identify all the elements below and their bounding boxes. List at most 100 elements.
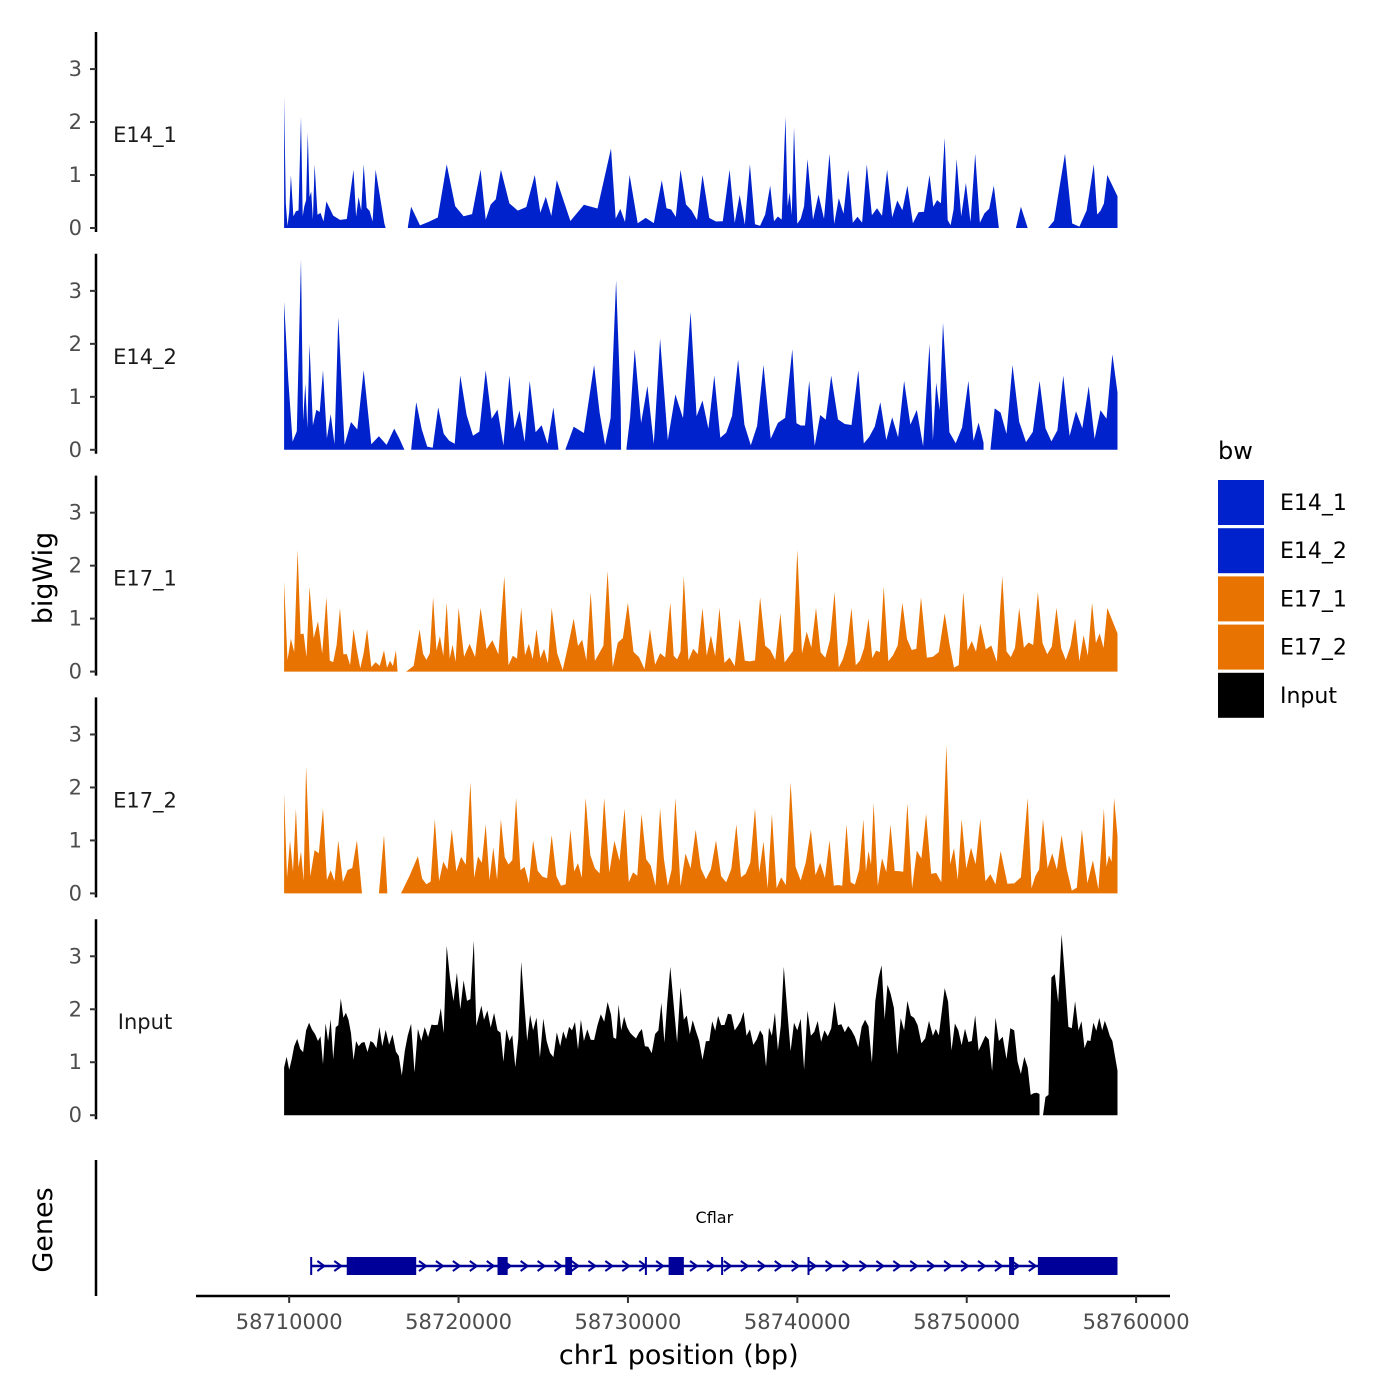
- gene-strand-chevron: [960, 1260, 970, 1272]
- x-tick-label: 58720000: [405, 1310, 512, 1334]
- genes-track-title: Genes: [28, 1187, 59, 1272]
- gene-strand-chevron: [570, 1260, 581, 1272]
- gene-exon: [668, 1257, 684, 1275]
- gene-exon: [807, 1257, 810, 1275]
- gene-strand-chevron: [655, 1260, 665, 1272]
- x-axis-title: chr1 position (bp): [559, 1340, 799, 1371]
- gene-strand-chevron: [858, 1260, 869, 1272]
- y-tick-label: 3: [69, 501, 82, 525]
- track-label-input: Input: [118, 1010, 172, 1034]
- y-tick-label: 0: [69, 438, 82, 462]
- legend-key-e17_2: [1218, 624, 1264, 670]
- legend-label-input: Input: [1280, 684, 1337, 709]
- gene-strand-chevron: [757, 1260, 767, 1272]
- gene-strand-chevron: [808, 1260, 818, 1272]
- gene-strand-chevron: [1011, 1260, 1021, 1272]
- gene-strand-chevron: [536, 1260, 547, 1272]
- track-label-e17_1: E17_1: [113, 567, 177, 592]
- y-tick-label: 3: [69, 722, 82, 746]
- gene-strand-chevron: [943, 1260, 953, 1272]
- legend-key-input: [1218, 672, 1264, 718]
- x-tick-label: 58740000: [744, 1310, 851, 1334]
- y-tick-label: 2: [69, 332, 82, 356]
- y-axis-title: bigWig: [28, 532, 59, 625]
- coverage-gap: [397, 475, 407, 673]
- coverage-area-e17_1: [284, 549, 1118, 672]
- gene-strand-chevron: [486, 1260, 496, 1272]
- coverage-gap: [1039, 919, 1043, 1117]
- gene-strand-chevron: [1028, 1260, 1038, 1272]
- y-tick-label: 3: [69, 279, 82, 303]
- x-tick-label: 58760000: [1083, 1310, 1190, 1334]
- gene-strand-chevron: [333, 1260, 344, 1272]
- y-tick-label: 0: [69, 1103, 82, 1127]
- gene-exon: [644, 1257, 647, 1275]
- gene-strand-chevron: [469, 1260, 479, 1272]
- gene-strand-chevron: [621, 1260, 631, 1272]
- y-tick-label: 1: [69, 385, 82, 409]
- gene-exon: [353, 1257, 417, 1275]
- legend-key-e14_2: [1218, 528, 1264, 574]
- gene-exon: [565, 1257, 573, 1275]
- gene-strand-chevron: [841, 1260, 852, 1272]
- gene-strand-chevron: [824, 1260, 835, 1272]
- coverage-area-e14_1: [284, 95, 1118, 228]
- gene-strand-chevron: [520, 1260, 530, 1272]
- coverage-gap: [1027, 32, 1049, 229]
- gene-strand-chevron: [316, 1260, 327, 1272]
- gene-strand-chevron: [774, 1260, 784, 1272]
- track-label-e17_2: E17_2: [113, 788, 177, 813]
- y-tick-label: 1: [69, 607, 82, 631]
- gene-name-label: Cflar: [696, 1208, 734, 1227]
- y-tick-label: 0: [69, 216, 82, 240]
- coverage-area-e14_2: [284, 259, 1118, 450]
- y-tick-label: 2: [69, 775, 82, 799]
- gene-strand-chevron: [587, 1260, 598, 1272]
- y-tick-label: 0: [69, 660, 82, 684]
- gene-strand-chevron: [604, 1260, 615, 1272]
- gene-strand-chevron: [723, 1260, 733, 1272]
- track-label-e14_2: E14_2: [113, 345, 177, 370]
- x-tick-label: 58750000: [913, 1310, 1020, 1334]
- coverage-area-input: [284, 934, 1118, 1116]
- coverage-gap: [558, 253, 566, 451]
- gene-strand-chevron: [994, 1260, 1004, 1272]
- y-tick-label: 3: [69, 944, 82, 968]
- coverage-gap: [387, 697, 401, 895]
- coverage-gap: [983, 253, 991, 451]
- gene-strand-chevron: [435, 1260, 445, 1272]
- gene-strand-chevron: [977, 1260, 987, 1272]
- y-tick-label: 2: [69, 997, 82, 1021]
- y-tick-label: 1: [69, 163, 82, 187]
- gene-strand-chevron: [553, 1260, 564, 1272]
- gene-strand-chevron: [791, 1260, 801, 1272]
- y-tick-label: 3: [69, 57, 82, 81]
- coverage-gap: [362, 697, 379, 895]
- x-tick-label: 58710000: [236, 1310, 343, 1334]
- coverage-gap: [621, 253, 627, 451]
- gene-exon: [1009, 1257, 1015, 1275]
- legend-label-e17_2: E17_2: [1280, 636, 1347, 661]
- legend-label-e14_1: E14_1: [1280, 491, 1347, 516]
- gene-strand-chevron: [452, 1260, 462, 1272]
- x-tick-label: 58730000: [575, 1310, 682, 1334]
- coverage-gap: [998, 32, 1016, 229]
- legend-key-e14_1: [1218, 480, 1264, 525]
- coverage-gap: [404, 253, 412, 451]
- y-tick-label: 1: [69, 828, 82, 852]
- legend-title: bw: [1218, 437, 1253, 465]
- gene-strand-chevron: [875, 1260, 886, 1272]
- legend-label-e17_1: E17_1: [1280, 587, 1347, 612]
- gene-exon: [497, 1257, 508, 1275]
- gene-strand-chevron: [892, 1260, 903, 1272]
- gene-strand-chevron: [909, 1260, 919, 1272]
- legend-key-e17_1: [1218, 576, 1264, 622]
- gene-exon: [1037, 1257, 1118, 1275]
- y-tick-label: 1: [69, 1050, 82, 1074]
- gene-strand-chevron: [926, 1260, 936, 1272]
- gene-strand-chevron: [689, 1260, 699, 1272]
- gene-exon: [346, 1257, 354, 1275]
- coverage-gap: [385, 32, 408, 229]
- gene-strand-chevron: [740, 1260, 750, 1272]
